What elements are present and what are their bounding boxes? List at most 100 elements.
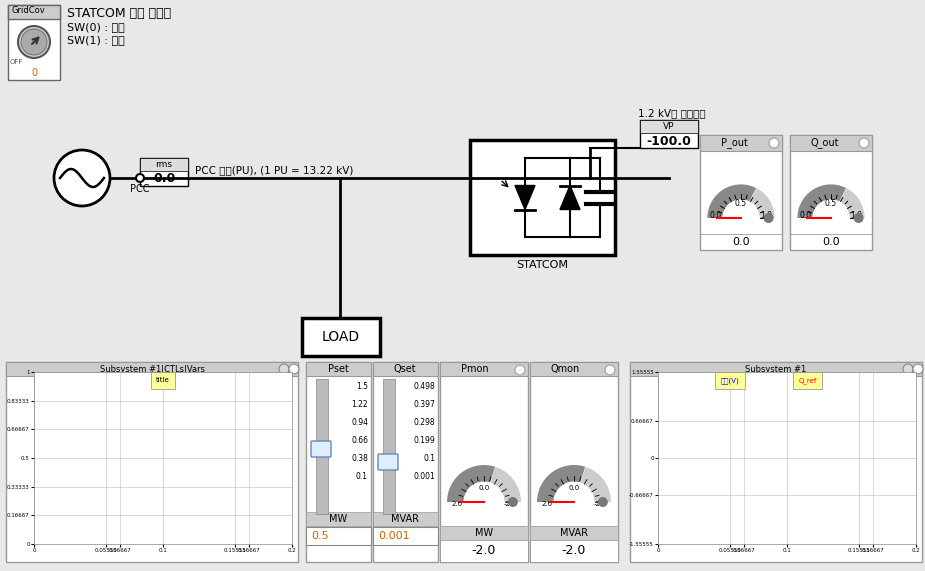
Circle shape	[913, 364, 923, 374]
Polygon shape	[447, 465, 495, 502]
Circle shape	[763, 213, 773, 223]
Text: Pset: Pset	[327, 364, 349, 374]
Text: PCC: PCC	[130, 184, 150, 194]
Text: -100.0: -100.0	[647, 135, 692, 148]
Text: 0.298: 0.298	[413, 418, 435, 427]
Polygon shape	[708, 184, 756, 218]
Text: Q_out: Q_out	[810, 138, 839, 148]
Polygon shape	[817, 204, 845, 218]
Circle shape	[136, 174, 144, 182]
Bar	[440, 362, 528, 562]
FancyBboxPatch shape	[311, 441, 331, 457]
Text: OFF: OFF	[10, 59, 23, 65]
Bar	[530, 526, 618, 540]
Text: 0: 0	[31, 68, 37, 78]
Text: 0.66: 0.66	[351, 436, 368, 445]
Text: 0.1: 0.1	[356, 472, 368, 481]
Bar	[8, 5, 60, 19]
Text: 0.5: 0.5	[735, 199, 747, 208]
Bar	[530, 540, 618, 562]
Circle shape	[279, 364, 289, 374]
Text: Qset: Qset	[394, 364, 416, 374]
Polygon shape	[749, 188, 774, 218]
Text: PCC 전압(PU), (1 PU = 13.22 kV): PCC 전압(PU), (1 PU = 13.22 kV)	[195, 165, 353, 175]
Bar	[790, 135, 872, 151]
Text: 0.0: 0.0	[568, 485, 580, 491]
Bar	[790, 135, 872, 250]
Polygon shape	[537, 465, 586, 502]
Text: MVAR: MVAR	[560, 528, 588, 538]
Bar	[140, 158, 188, 186]
Bar	[440, 362, 528, 376]
Text: 0.0: 0.0	[478, 485, 489, 491]
Text: 0.1: 0.1	[423, 454, 435, 463]
Polygon shape	[812, 199, 849, 218]
Bar	[306, 527, 371, 545]
Text: -2.0: -2.0	[472, 545, 496, 557]
Bar	[383, 379, 395, 514]
Text: 2.0: 2.0	[451, 501, 462, 507]
Text: 0.001: 0.001	[378, 531, 410, 541]
Bar	[530, 362, 618, 562]
Circle shape	[18, 26, 50, 58]
Text: 1.0: 1.0	[850, 211, 862, 220]
Circle shape	[769, 138, 779, 148]
Bar	[640, 120, 698, 133]
Text: 1.2 kV로 일정제어: 1.2 kV로 일정제어	[638, 108, 706, 118]
Text: STATCOM: STATCOM	[516, 260, 568, 270]
Text: MVAR: MVAR	[391, 514, 419, 524]
Text: GridCov: GridCov	[11, 6, 44, 15]
Polygon shape	[463, 482, 504, 502]
Text: Qmon: Qmon	[550, 364, 580, 374]
Text: SW(1) : 동작: SW(1) : 동작	[67, 35, 125, 45]
Bar	[700, 135, 782, 151]
Text: 0.397: 0.397	[413, 400, 435, 409]
Polygon shape	[813, 200, 848, 218]
Text: 0.001: 0.001	[413, 472, 435, 481]
Text: 0.38: 0.38	[352, 454, 368, 463]
Bar	[6, 362, 298, 562]
Bar	[8, 5, 60, 80]
Text: title: title	[156, 377, 170, 383]
Bar	[306, 362, 371, 376]
Text: VP: VP	[663, 122, 674, 131]
Polygon shape	[739, 216, 743, 218]
Bar	[630, 362, 922, 376]
Polygon shape	[726, 204, 756, 218]
Polygon shape	[554, 482, 595, 502]
Text: MW: MW	[329, 514, 347, 524]
Text: 전압(V): 전압(V)	[721, 377, 740, 384]
Text: 1.22: 1.22	[352, 400, 368, 409]
Polygon shape	[820, 207, 843, 218]
Bar	[630, 362, 922, 562]
Bar	[373, 362, 438, 376]
Bar	[440, 540, 528, 562]
Text: 2.0: 2.0	[542, 501, 553, 507]
Circle shape	[598, 497, 608, 507]
Text: 0.5: 0.5	[825, 199, 837, 208]
Bar	[140, 158, 188, 171]
Bar	[700, 135, 782, 250]
Bar	[530, 362, 618, 376]
Text: P_out: P_out	[721, 138, 748, 148]
Bar	[306, 362, 371, 562]
Text: 0.0: 0.0	[153, 172, 175, 185]
Bar	[440, 526, 528, 540]
Text: -2.0: -2.0	[504, 501, 517, 507]
Polygon shape	[736, 213, 746, 218]
Text: 1.5: 1.5	[356, 382, 368, 391]
Circle shape	[54, 150, 110, 206]
Bar	[306, 512, 371, 526]
Text: 1.0: 1.0	[760, 211, 772, 220]
Text: 0.0: 0.0	[709, 211, 722, 220]
Bar	[6, 362, 298, 376]
Circle shape	[605, 365, 615, 375]
Bar	[640, 120, 698, 148]
Text: SW(0) : 정지: SW(0) : 정지	[67, 22, 125, 32]
Text: 0.199: 0.199	[413, 436, 435, 445]
Text: STATCOM 동작 스위치: STATCOM 동작 스위치	[67, 7, 171, 20]
Polygon shape	[722, 199, 759, 218]
Bar	[302, 318, 380, 356]
Polygon shape	[823, 210, 839, 218]
Text: 0.0: 0.0	[733, 237, 750, 247]
